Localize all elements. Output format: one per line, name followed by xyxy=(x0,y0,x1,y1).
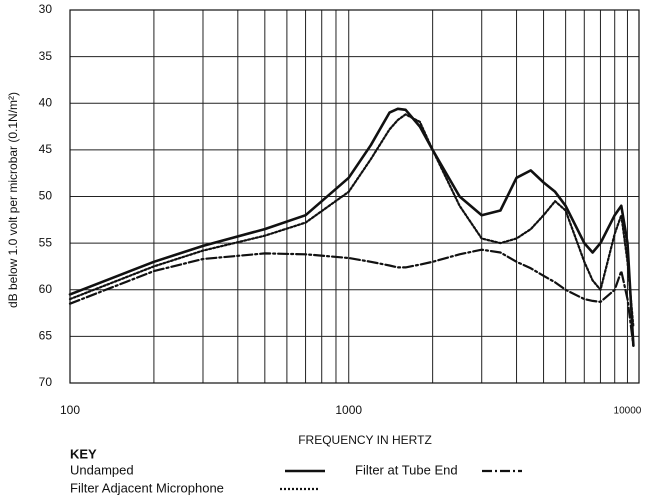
legend-title: KEY xyxy=(70,446,97,461)
y-tick-label: 35 xyxy=(39,49,53,63)
legend-label: Filter at Tube End xyxy=(355,462,458,477)
line-series xyxy=(68,113,635,329)
y-tick-label: 55 xyxy=(39,235,53,249)
x-axis-label: FREQUENCY IN HERTZ xyxy=(298,433,432,447)
line-series xyxy=(68,107,635,347)
y-tick-label: 65 xyxy=(39,329,53,343)
y-tick-label: 40 xyxy=(39,95,53,109)
x-tick-label: 1000 xyxy=(335,403,362,417)
legend-label: Undamped xyxy=(70,462,134,477)
line-series xyxy=(68,248,635,347)
y-axis-label: dB below 1.0 volt per microbar (0.1N/m²) xyxy=(6,92,20,308)
y-tick-label: 70 xyxy=(39,375,53,389)
y-tick-label: 60 xyxy=(39,282,53,296)
legend-label: Filter Adjacent Microphone xyxy=(70,480,224,495)
y-tick-label: 50 xyxy=(39,189,53,203)
plot-frame xyxy=(69,9,640,384)
x-tick-label: 10000 xyxy=(614,406,642,417)
y-tick-label: 45 xyxy=(39,142,53,156)
y-tick-label: 30 xyxy=(39,2,53,16)
x-tick-label: 100 xyxy=(60,403,80,417)
